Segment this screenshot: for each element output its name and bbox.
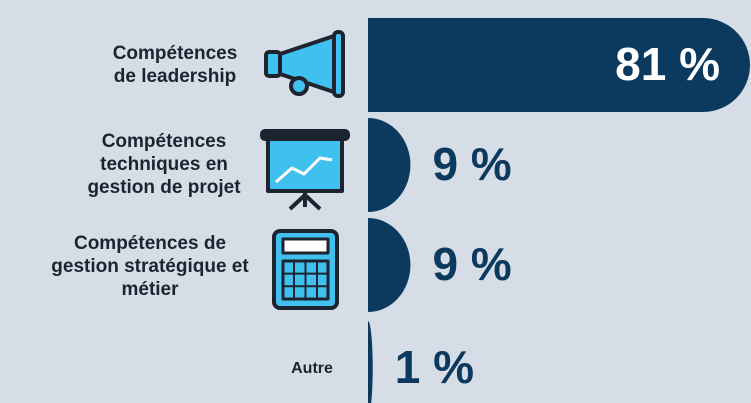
value-label: 9 % — [432, 238, 511, 290]
bar — [368, 118, 411, 212]
value-label: 9 % — [432, 138, 511, 190]
calculator-icon — [272, 229, 339, 310]
category-label: Compétences de gestion stratégique et mé… — [51, 233, 249, 300]
bar — [368, 218, 411, 312]
bar — [368, 321, 373, 403]
category-label: Compétences techniques en gestion de pro… — [87, 131, 241, 198]
value-label: 1 % — [395, 341, 474, 393]
value-label: 81 % — [615, 38, 720, 90]
chart-board-icon — [260, 129, 350, 211]
category-label: Compétences de leadership — [112, 43, 238, 87]
megaphone-icon — [264, 30, 345, 98]
bar — [368, 18, 750, 112]
category-label: Autre — [291, 360, 333, 377]
